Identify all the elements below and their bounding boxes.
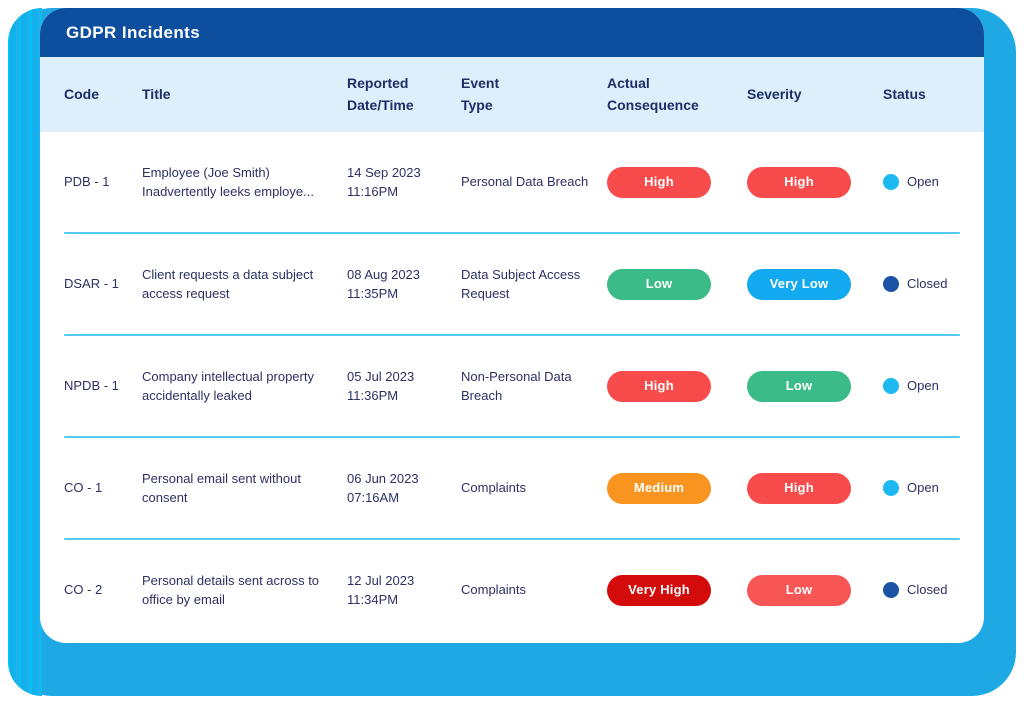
table-body: PDB - 1 Employee (Joe Smith) Inadvertent… [40,132,984,643]
row-separator [64,334,960,336]
reported-datetime: 08 Aug 2023 11:35PM [347,265,461,304]
status-cell: Open [883,172,960,192]
table-row[interactable]: DSAR - 1 Client requests a data subject … [40,234,984,334]
severity-cell: High [747,472,883,504]
consequence-cell: High [607,166,747,198]
status-badge: Closed [883,580,960,600]
status-dot-icon [883,480,899,496]
status-dot-icon [883,276,899,292]
incident-title: Employee (Joe Smith) Inadvertently leeks… [142,164,314,200]
status-badge: Open [883,478,960,498]
row-separator [64,538,960,540]
consequence-badge: Medium [607,472,711,504]
status-cell: Closed [883,580,960,600]
severity-cell: Low [747,370,883,402]
status-cell: Closed [883,274,960,294]
status-label: Closed [907,582,948,598]
gdpr-incidents-panel: GDPR Incidents Code Title Reported Date/… [40,8,984,643]
reported-time: 11:16PM [347,184,399,199]
column-header-consequence: Actual Consequence [607,74,699,113]
severity-badge: High [747,166,851,198]
row-separator [64,232,960,234]
event-type: Personal Data Breach [461,174,589,190]
consequence-badge: Very High [607,574,711,606]
status-dot-icon [883,582,899,598]
column-header-title: Title [142,85,171,102]
incident-code: CO - 1 [64,480,103,496]
severity-badge: Very Low [747,268,851,300]
event-type: Complaints [461,480,527,496]
status-dot-icon [883,378,899,394]
page-title: GDPR Incidents [66,22,201,42]
row-separator [64,436,960,438]
incident-code: PDB - 1 [64,174,110,190]
reported-date: 06 Jun 2023 [347,470,419,486]
reported-time: 07:16AM [347,490,400,505]
reported-date: 14 Sep 2023 [347,164,421,180]
panel-header: GDPR Incidents [40,8,984,57]
status-cell: Open [883,376,960,396]
status-label: Open [907,378,939,394]
status-label: Open [907,174,939,190]
severity-cell: Very Low [747,268,883,300]
status-label: Closed [907,276,948,292]
status-label: Open [907,480,939,496]
reported-time: 11:35PM [347,286,399,301]
incident-title: Client requests a data subject access re… [142,266,314,302]
reported-datetime: 14 Sep 2023 11:16PM [347,163,461,202]
reported-datetime: 05 Jul 2023 11:36PM [347,367,461,406]
reported-date: 08 Aug 2023 [347,266,421,282]
column-header-severity: Severity [747,85,802,102]
consequence-cell: High [607,370,747,402]
event-type: Complaints [461,582,527,598]
event-type: Non-Personal Data Breach [461,368,572,404]
incident-code: DSAR - 1 [64,276,119,292]
incident-code: NPDB - 1 [64,378,119,394]
event-type: Data Subject Access Request [461,266,581,302]
table-header-row: Code Title Reported Date/Time Event Type… [40,57,984,132]
incident-title: Personal details sent across to office b… [142,572,320,608]
consequence-cell: Medium [607,472,747,504]
consequence-cell: Low [607,268,747,300]
table-row[interactable]: NPDB - 1 Company intellectual property a… [40,336,984,436]
column-header-code: Code [64,85,99,102]
severity-cell: High [747,166,883,198]
status-badge: Open [883,376,960,396]
column-header-status: Status [883,85,926,102]
status-dot-icon [883,174,899,190]
reported-datetime: 12 Jul 2023 11:34PM [347,571,461,610]
consequence-cell: Very High [607,574,747,606]
reported-time: 11:34PM [347,592,399,607]
table-row[interactable]: PDB - 1 Employee (Joe Smith) Inadvertent… [40,132,984,232]
table-row[interactable]: CO - 2 Personal details sent across to o… [40,540,984,640]
reported-date: 05 Jul 2023 [347,368,415,384]
incident-code: CO - 2 [64,582,103,598]
status-badge: Closed [883,274,960,294]
severity-badge: Low [747,370,851,402]
incident-title: Personal email sent without consent [142,470,301,506]
table-row[interactable]: CO - 1 Personal email sent without conse… [40,438,984,538]
status-cell: Open [883,478,960,498]
reported-datetime: 06 Jun 2023 07:16AM [347,469,461,508]
consequence-badge: High [607,166,711,198]
layered-edge-decoration [8,8,42,696]
severity-badge: Low [747,574,851,606]
severity-badge: High [747,472,851,504]
reported-date: 12 Jul 2023 [347,572,415,588]
reported-time: 11:36PM [347,388,399,403]
column-header-date: Reported Date/Time [347,74,414,113]
consequence-badge: High [607,370,711,402]
incident-title: Company intellectual property accidental… [142,368,314,404]
severity-cell: Low [747,574,883,606]
column-header-event-type: Event Type [461,74,500,113]
status-badge: Open [883,172,960,192]
consequence-badge: Low [607,268,711,300]
